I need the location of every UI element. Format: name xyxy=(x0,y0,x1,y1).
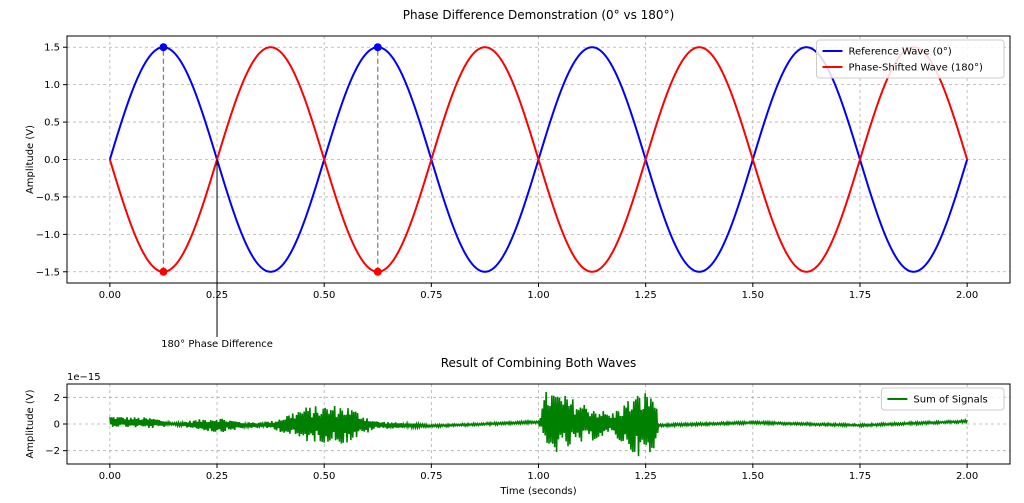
x-tick-label: 1.00 xyxy=(527,471,549,482)
x-tick-label: 0.50 xyxy=(313,290,335,301)
peak-marker-dot xyxy=(373,43,382,52)
y-tick-label: 0.5 xyxy=(44,118,60,129)
x-tick-label: 0.25 xyxy=(206,471,228,482)
axes-2: 0.00 0.25 0.50 0.75 1.00 1.25 1.50 1.75 2.00 −2 0 2… xyxy=(25,356,1011,497)
axes-frame xyxy=(66,35,1011,284)
axes-1: 0.00 0.25 0.50 0.75 1.00 1.25 1.50 1.75 2.00−1.5… xyxy=(25,8,1011,350)
x-tick-label: 2.00 xyxy=(956,290,978,301)
x-tick-label: 1.75 xyxy=(849,471,871,482)
y-tick-label: −2 xyxy=(45,446,60,457)
y-scale-label: 1e−15 xyxy=(67,372,101,383)
y-tick-label: 2 xyxy=(54,393,60,404)
x-axis-label: Time (seconds) xyxy=(499,486,576,497)
peak-marker-dot xyxy=(159,267,168,276)
y-tick-label: −1.5 xyxy=(36,267,60,278)
x-tick-label: 0.75 xyxy=(420,471,442,482)
legend-box xyxy=(880,387,1005,411)
x-tick-label: 1.25 xyxy=(635,290,657,301)
x-tick-label: 1.25 xyxy=(635,471,657,482)
x-tick-label: 0.00 xyxy=(99,471,121,482)
x-tick-label: 0.00 xyxy=(99,290,121,301)
legend-box xyxy=(816,39,1005,79)
y-tick-label: 1.0 xyxy=(44,80,60,91)
y-axis-label: Amplitude (V) xyxy=(25,125,36,194)
y-tick-label: −1.0 xyxy=(36,230,60,241)
y-axis-label: Amplitude (V) xyxy=(25,389,36,458)
x-tick-label: 1.50 xyxy=(742,290,764,301)
peak-marker-dot xyxy=(373,267,382,276)
legend-label: Reference Wave (0°) xyxy=(849,47,952,58)
x-tick-label: 1.00 xyxy=(527,290,549,301)
legend-label: Sum of Signals xyxy=(913,395,987,406)
x-tick-label: 1.75 xyxy=(849,290,871,301)
x-tick-label: 0.50 xyxy=(313,471,335,482)
peak-marker-dot xyxy=(159,43,168,52)
annotation-label: 180° Phase Difference xyxy=(161,339,273,350)
grid xyxy=(67,36,1010,283)
series-sum-of-signals xyxy=(109,392,968,457)
x-tick-label: 0.75 xyxy=(420,290,442,301)
axes-frame xyxy=(66,383,1011,465)
chart-title: Phase Difference Demonstration (0° vs 18… xyxy=(403,8,675,22)
legend: Reference Wave (0°) Phase-Shifted Wave (1… xyxy=(816,39,1005,79)
y-tick-label: 1.5 xyxy=(44,43,60,54)
y-tick-label: −0.5 xyxy=(36,192,60,203)
y-tick-label: 0 xyxy=(54,420,60,431)
x-tick-label: 2.00 xyxy=(956,471,978,482)
y-tick-label: 0.0 xyxy=(44,155,60,166)
legend-label: Phase-Shifted Wave (180°) xyxy=(849,63,983,74)
chart-title: Result of Combining Both Waves xyxy=(441,356,637,370)
series-phase-shifted-wave xyxy=(108,46,969,273)
legend: Sum of Signals xyxy=(880,387,1005,411)
x-tick-label: 1.50 xyxy=(742,471,764,482)
